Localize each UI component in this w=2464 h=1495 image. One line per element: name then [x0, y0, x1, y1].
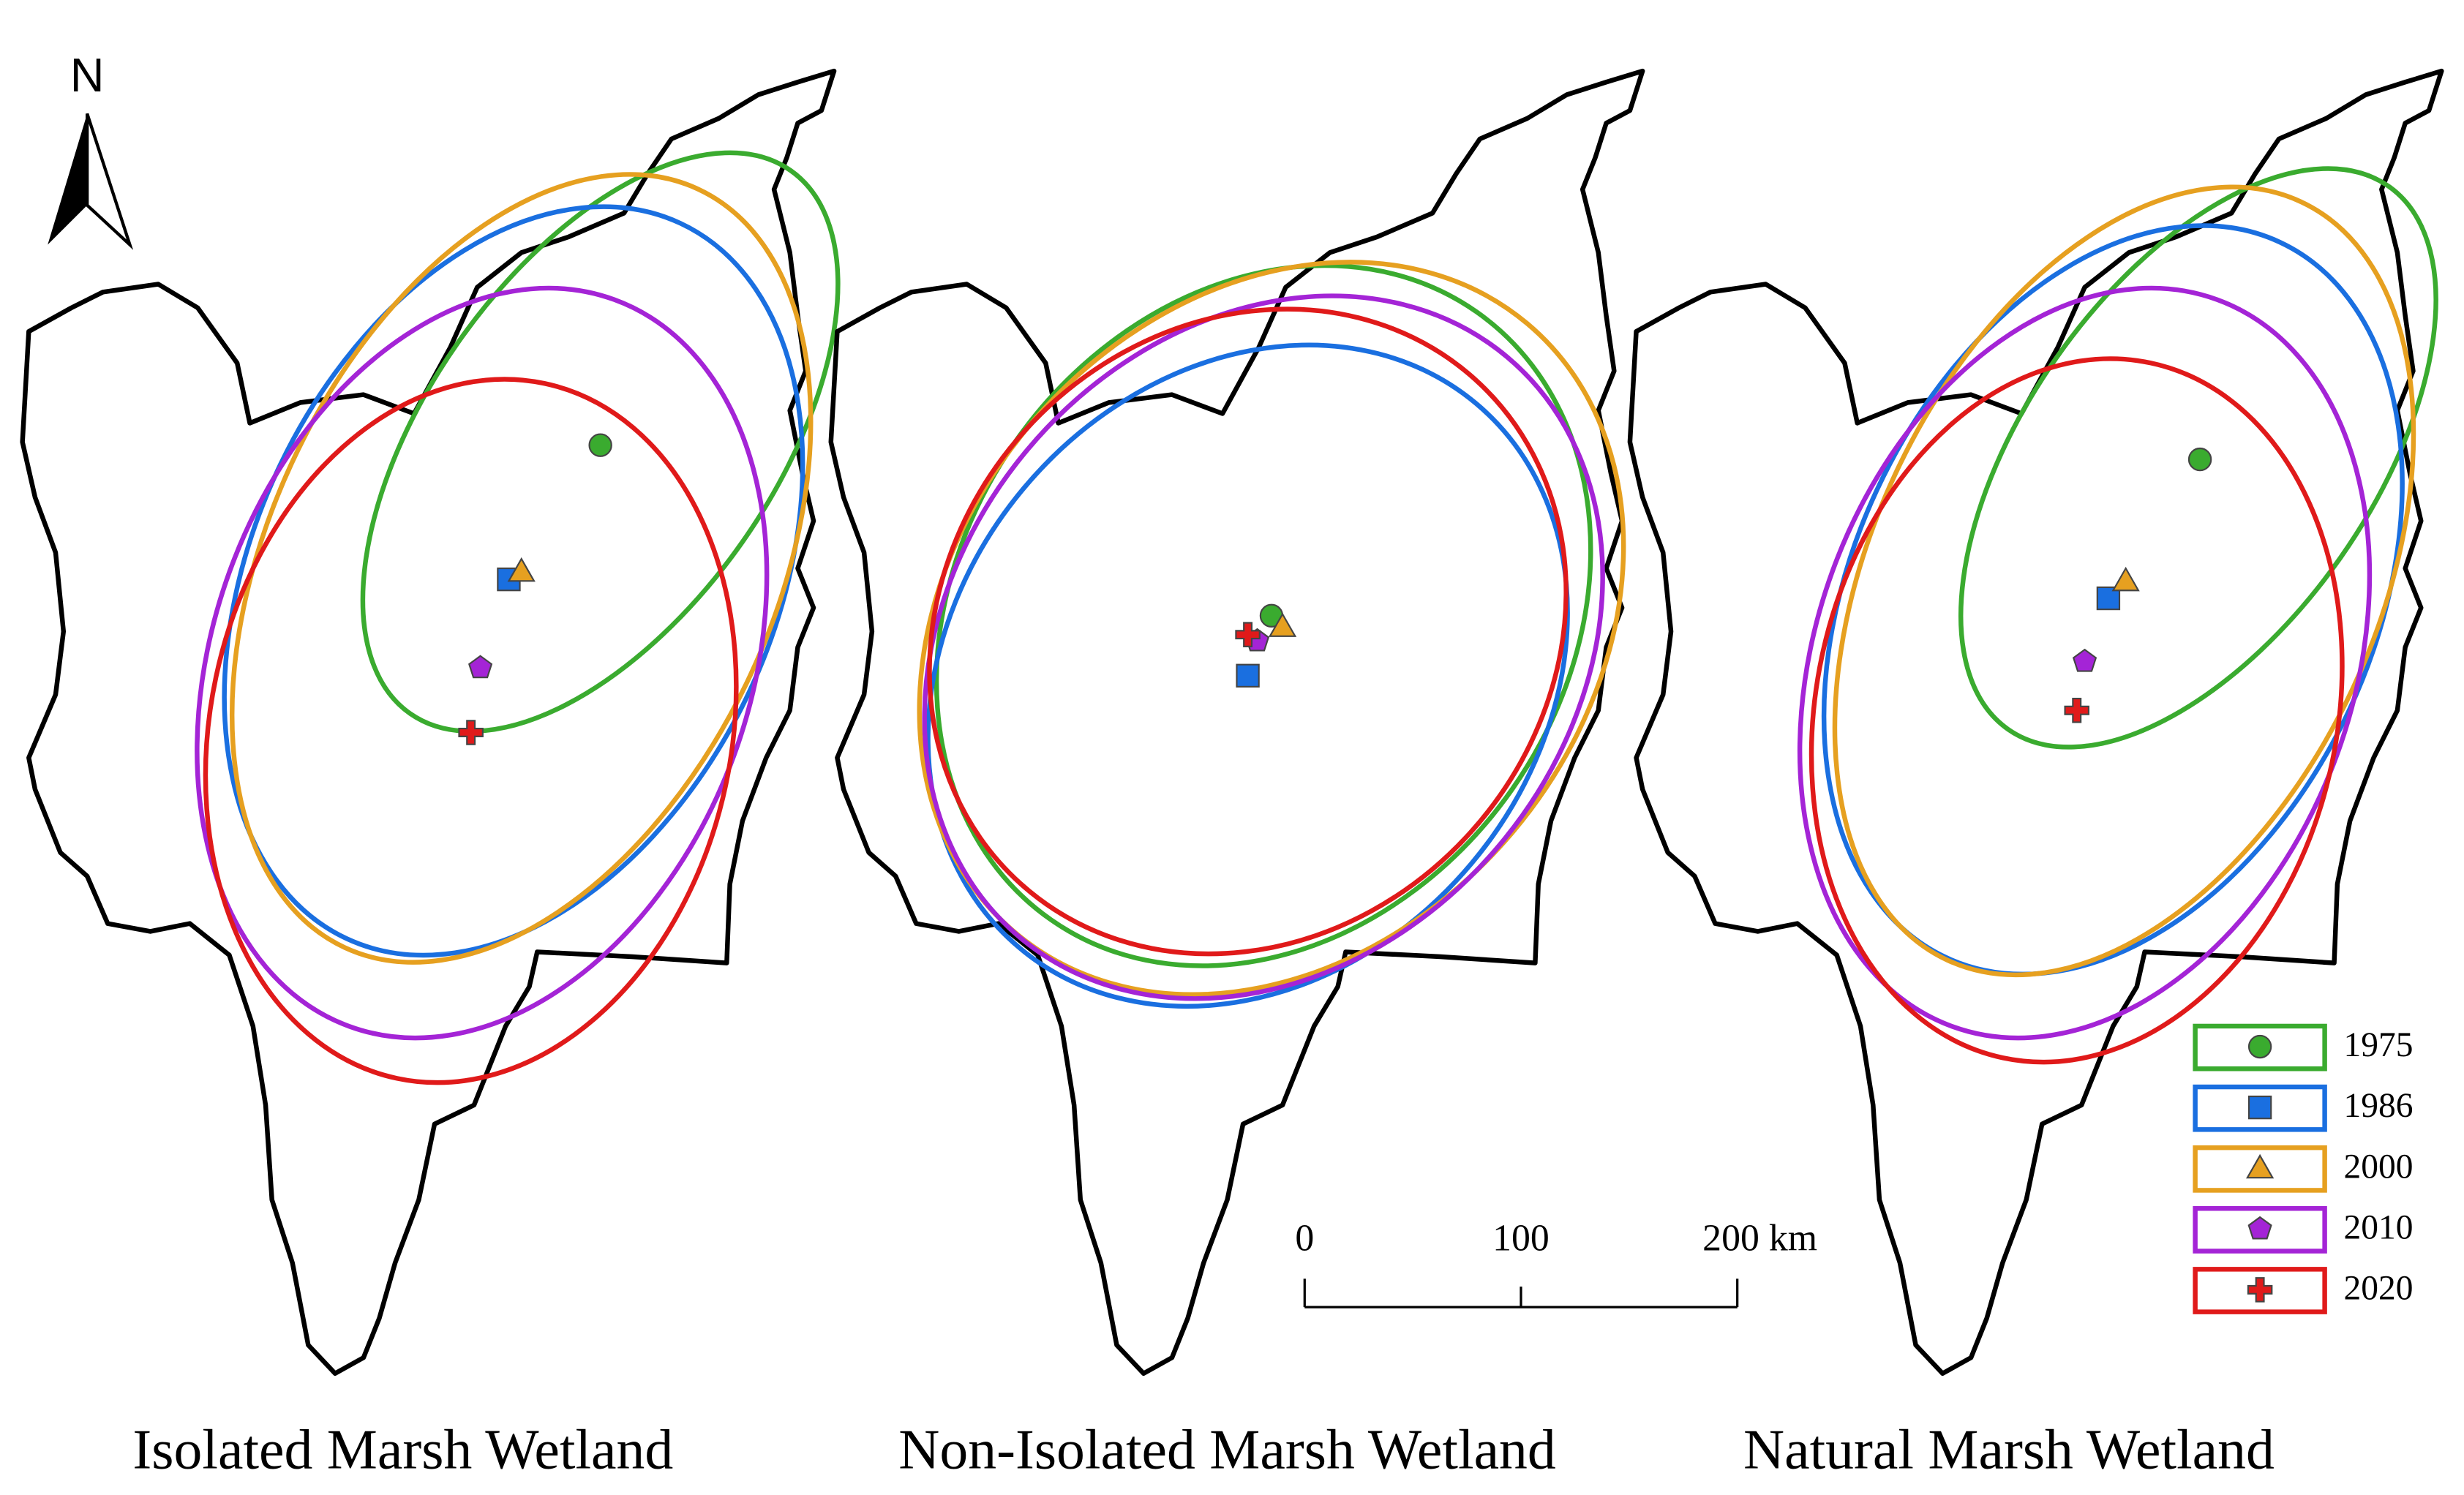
marker-cross — [1235, 622, 1261, 647]
deviation-ellipse — [922, 293, 1605, 1001]
scale-label: 100 — [1492, 1217, 1550, 1259]
legend-label: 2010 — [2344, 1208, 2414, 1246]
legend-label: 1975 — [2344, 1026, 2414, 1064]
scale-bar: 0 100 200 km — [1295, 1217, 1817, 1308]
marker-pentagon — [2072, 648, 2097, 672]
marker-triangle — [2245, 1153, 2275, 1179]
panel-title: Non-Isolated Marsh Wetland — [898, 1417, 1555, 1480]
marker-cross — [458, 720, 484, 745]
deviation-ellipse — [360, 150, 841, 734]
marker-circle — [2187, 447, 2212, 472]
legend-label: 1986 — [2344, 1087, 2414, 1125]
marker-square — [1236, 663, 1260, 688]
map-panel: Natural Marsh Wetland — [1627, 68, 2444, 1480]
map-panel: Non-Isolated Marsh Wetland — [828, 68, 1645, 1480]
north-arrow-left — [48, 113, 88, 245]
deviation-ellipse — [1797, 285, 2373, 1041]
north-label: N — [70, 48, 105, 102]
marker-cross — [2247, 1277, 2273, 1303]
marker-pentagon — [2247, 1216, 2272, 1240]
map-panel: Isolated Marsh Wetland — [20, 68, 841, 1480]
marker-circle — [588, 433, 612, 457]
marker-circle — [2247, 1034, 2272, 1059]
panel-title: Natural Marsh Wetland — [1743, 1417, 2275, 1480]
legend: 1975 1986 2000 2010 2020 — [2193, 1023, 2414, 1314]
deviation-ellipse — [1832, 184, 2416, 978]
marker-cross — [2064, 698, 2090, 723]
deviation-ellipse — [203, 377, 739, 1085]
deviation-ellipse — [917, 260, 1626, 997]
scale-label: 0 — [1295, 1217, 1314, 1259]
legend-box — [2193, 1084, 2327, 1132]
deviation-ellipse — [230, 172, 814, 965]
deviation-ellipse — [195, 285, 770, 1041]
panel-title: Isolated Marsh Wetland — [132, 1417, 673, 1480]
north-arrow-right — [86, 113, 134, 250]
marker-triangle — [507, 557, 536, 582]
marker-triangle — [1268, 612, 1297, 637]
marker-triangle — [2111, 566, 2140, 592]
basin-boundary — [828, 68, 1645, 1377]
legend-label: 2000 — [2344, 1148, 2414, 1186]
marker-pentagon — [468, 655, 493, 679]
basin-boundary — [1627, 68, 2444, 1377]
deviation-ellipse — [1958, 166, 2438, 750]
marker-square — [2247, 1095, 2272, 1120]
deviation-ellipse — [927, 306, 1569, 957]
north-arrow: N — [48, 48, 134, 250]
deviation-ellipse — [1808, 356, 2345, 1065]
legend-label: 2020 — [2344, 1269, 2414, 1307]
deviation-ellipse — [925, 342, 1570, 1009]
legend-box — [2193, 1267, 2327, 1314]
scale-label: 200 km — [1702, 1217, 1817, 1259]
